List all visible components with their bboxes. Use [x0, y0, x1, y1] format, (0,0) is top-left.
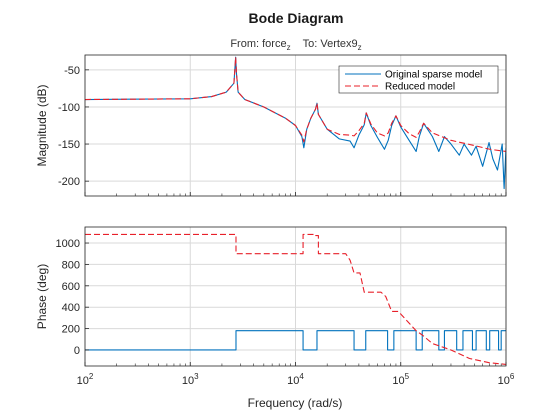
phase-y-tick-label: 0 [74, 345, 80, 357]
magnitude-y-tick-label: -150 [58, 139, 80, 151]
magnitude-y-ticks: -50 -100 -150 -200 [58, 65, 89, 188]
magnitude-y-tick-label: -50 [64, 65, 80, 77]
phase-y-tick-label: 1000 [56, 238, 80, 250]
phase-y-tick-label: 600 [62, 281, 80, 293]
subtitle-to-value: Vertex9 [320, 38, 357, 50]
x-axis-label: Frequency (rad/s) [248, 396, 343, 410]
phase-y-tick-label: 200 [62, 324, 80, 336]
magnitude-y-axis-label: Magnitude (dB) [35, 84, 49, 166]
chart-subtitle: From: forcez To: Vertex9z [230, 38, 361, 52]
magnitude-y-tick-label: -200 [58, 176, 80, 188]
subtitle-from-subscript: z [287, 43, 291, 52]
phase-y-tick-label: 800 [62, 259, 80, 271]
subtitle-to-label: To: [303, 38, 318, 50]
legend-label-reduced: Reduced model [385, 82, 455, 93]
phase-y-tick-label: 400 [62, 302, 80, 314]
magnitude-y-tick-label: -100 [58, 102, 80, 114]
legend-label-original: Original sparse model [385, 70, 482, 81]
x-tick-label: 104 [287, 372, 304, 387]
phase-panel: 0 200 400 600 800 1000 102 103 104 105 106 Phase … [35, 226, 515, 410]
phase-axes-frame [84, 226, 507, 367]
x-tick-label: 103 [182, 372, 199, 387]
x-tick-label: 105 [392, 372, 409, 387]
legend: Original sparse model Reduced model [338, 65, 499, 94]
phase-series-reduced-model [85, 233, 506, 365]
magnitude-series-reduced-model [85, 56, 506, 153]
phase-y-axis-label: Phase (deg) [35, 264, 49, 329]
subtitle-from-value: force [262, 38, 286, 50]
chart-title: Bode Diagram [249, 10, 344, 26]
subtitle-from-label: From: [230, 38, 259, 50]
legend-box [338, 65, 499, 94]
phase-x-ticks: 102 103 104 105 106 [77, 372, 515, 387]
magnitude-plot-area [85, 56, 506, 190]
phase-series-original-sparse-model [85, 330, 506, 351]
phase-y-ticks: 0 200 400 600 800 1000 [56, 238, 89, 357]
x-tick-label: 106 [498, 372, 515, 387]
subtitle-to-subscript: z [358, 43, 362, 52]
phase-plot-area [85, 233, 506, 365]
magnitude-axes-frame [84, 54, 507, 197]
x-tick-label: 102 [77, 372, 94, 387]
